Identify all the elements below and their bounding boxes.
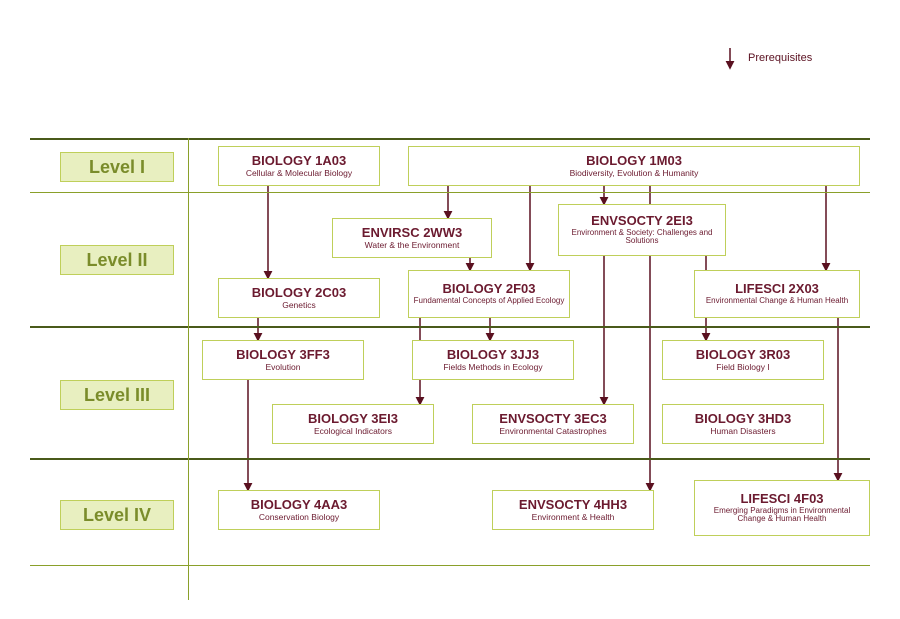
course-subtitle: Emerging Paradigms in Environmental Chan…	[699, 507, 865, 524]
course-soc-2ei3: ENVSOCTY 2EI3Environment & Society: Chal…	[558, 204, 726, 256]
level-2: Level II	[60, 245, 174, 275]
course-bio-3ff3: BIOLOGY 3FF3Evolution	[202, 340, 364, 380]
course-code: ENVSOCTY 4HH3	[519, 498, 627, 512]
course-env-2ww3: ENVIRSC 2WW3Water & the Environment	[332, 218, 492, 258]
course-subtitle: Genetics	[282, 301, 316, 310]
course-subtitle: Environment & Society: Challenges and So…	[563, 229, 721, 246]
course-subtitle: Fundamental Concepts of Applied Ecology	[414, 297, 565, 305]
course-code: LIFESCI 4F03	[740, 492, 823, 506]
course-code: ENVSOCTY 2EI3	[591, 214, 693, 228]
course-subtitle: Environmental Change & Human Health	[706, 297, 848, 305]
course-subtitle: Conservation Biology	[259, 513, 339, 522]
course-bio-2c03: BIOLOGY 2C03Genetics	[218, 278, 380, 318]
course-code: BIOLOGY 4AA3	[251, 498, 348, 512]
course-subtitle: Fields Methods in Ecology	[443, 363, 542, 372]
course-subtitle: Cellular & Molecular Biology	[246, 169, 352, 178]
course-code: BIOLOGY 2F03	[443, 282, 536, 296]
level-4: Level IV	[60, 500, 174, 530]
legend-label: Prerequisites	[748, 52, 812, 64]
course-subtitle: Environmental Catastrophes	[499, 427, 606, 436]
course-code: BIOLOGY 3JJ3	[447, 348, 539, 362]
hline-0	[30, 138, 870, 140]
course-code: BIOLOGY 1M03	[586, 154, 682, 168]
hline-2	[30, 326, 870, 328]
course-subtitle: Environment & Health	[532, 513, 615, 522]
course-soc-4hh3: ENVSOCTY 4HH3Environment & Health	[492, 490, 654, 530]
course-code: ENVIRSC 2WW3	[362, 226, 462, 240]
hline-1	[30, 192, 870, 193]
course-lif-4f03: LIFESCI 4F03Emerging Paradigms in Enviro…	[694, 480, 870, 536]
course-code: BIOLOGY 3HD3	[695, 412, 792, 426]
course-subtitle: Ecological Indicators	[314, 427, 392, 436]
hline-4	[30, 565, 870, 566]
course-bio-3jj3: BIOLOGY 3JJ3Fields Methods in Ecology	[412, 340, 574, 380]
course-code: BIOLOGY 3R03	[696, 348, 790, 362]
course-lif-2x03: LIFESCI 2X03Environmental Change & Human…	[694, 270, 860, 318]
course-subtitle: Field Biology I	[716, 363, 769, 372]
course-code: BIOLOGY 3FF3	[236, 348, 330, 362]
course-soc-3ec3: ENVSOCTY 3EC3Environmental Catastrophes	[472, 404, 634, 444]
course-bio-4aa3: BIOLOGY 4AA3Conservation Biology	[218, 490, 380, 530]
course-bio-3hd3: BIOLOGY 3HD3Human Disasters	[662, 404, 824, 444]
hline-3	[30, 458, 870, 460]
course-code: BIOLOGY 3EI3	[308, 412, 398, 426]
course-subtitle: Human Disasters	[710, 427, 775, 436]
vline-divider	[188, 138, 189, 600]
course-bio-2f03: BIOLOGY 2F03Fundamental Concepts of Appl…	[408, 270, 570, 318]
course-subtitle: Biodiversity, Evolution & Humanity	[570, 169, 699, 178]
course-bio-3r03: BIOLOGY 3R03Field Biology I	[662, 340, 824, 380]
course-code: ENVSOCTY 3EC3	[499, 412, 606, 426]
course-bio-3ei3: BIOLOGY 3EI3Ecological Indicators	[272, 404, 434, 444]
course-bio-1m03: BIOLOGY 1M03Biodiversity, Evolution & Hu…	[408, 146, 860, 186]
course-code: BIOLOGY 1A03	[252, 154, 346, 168]
course-subtitle: Water & the Environment	[365, 241, 460, 250]
level-1: Level I	[60, 152, 174, 182]
course-subtitle: Evolution	[266, 363, 301, 372]
level-3: Level III	[60, 380, 174, 410]
course-bio-1a03: BIOLOGY 1A03Cellular & Molecular Biology	[218, 146, 380, 186]
diagram-stage: Prerequisites Level I Level II Level III Le…	[0, 0, 900, 619]
course-code: BIOLOGY 2C03	[252, 286, 346, 300]
course-code: LIFESCI 2X03	[735, 282, 819, 296]
